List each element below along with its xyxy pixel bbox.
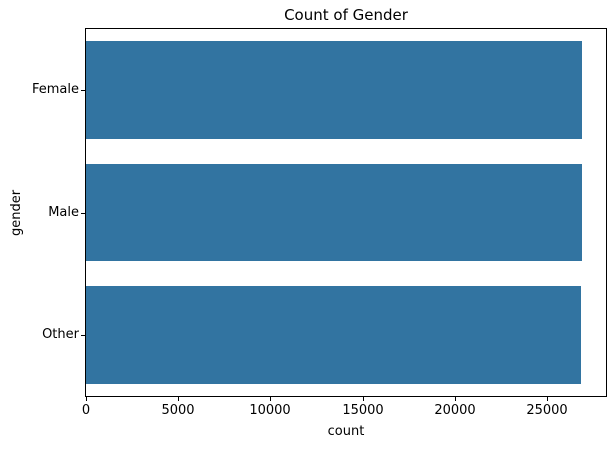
x-tick-label: 20000: [434, 403, 476, 418]
x-tick-mark: [363, 397, 364, 401]
chart-title: Count of Gender: [284, 6, 408, 24]
bar-other: [86, 285, 581, 384]
bar-female: [86, 41, 582, 140]
x-tick-mark: [178, 397, 179, 401]
y-tick-mark: [81, 213, 85, 214]
x-axis-label: count: [327, 424, 365, 439]
y-tick-mark: [81, 335, 85, 336]
x-tick-label: 15000: [342, 403, 384, 418]
bar-male: [86, 163, 582, 262]
y-tick-label-other: Other: [42, 327, 79, 342]
x-tick-mark: [455, 397, 456, 401]
x-tick-mark: [547, 397, 548, 401]
x-tick-label: 0: [81, 403, 91, 418]
x-tick-mark: [270, 397, 271, 401]
x-tick-label: 5000: [161, 403, 195, 418]
plot-area: [85, 28, 607, 397]
x-tick-label: 10000: [249, 403, 291, 418]
y-tick-label-female: Female: [31, 82, 79, 97]
y-tick-mark: [81, 90, 85, 91]
y-tick-label-male: Male: [48, 205, 79, 220]
x-tick-label: 25000: [526, 403, 568, 418]
x-tick-mark: [86, 397, 87, 401]
